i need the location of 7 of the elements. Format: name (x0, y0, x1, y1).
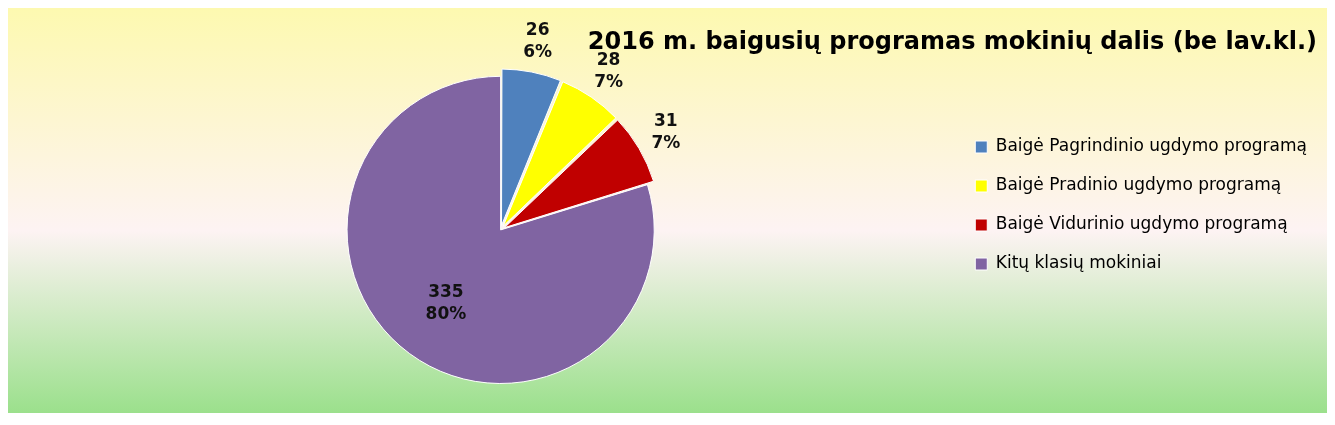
legend-label: Baigė Vidurinio ugdymo programą (995, 213, 1288, 234)
legend-label: Baigė Pagrindinio ugdymo programą (995, 135, 1308, 156)
data-label: 31 7% (651, 110, 681, 153)
data-label: 26 6% (523, 19, 553, 62)
legend-label: Kitų klasių mokiniai (995, 252, 1162, 273)
data-label: 335 80% (425, 281, 467, 324)
legend-label: Baigė Pradinio ugdymo programą (995, 174, 1282, 195)
